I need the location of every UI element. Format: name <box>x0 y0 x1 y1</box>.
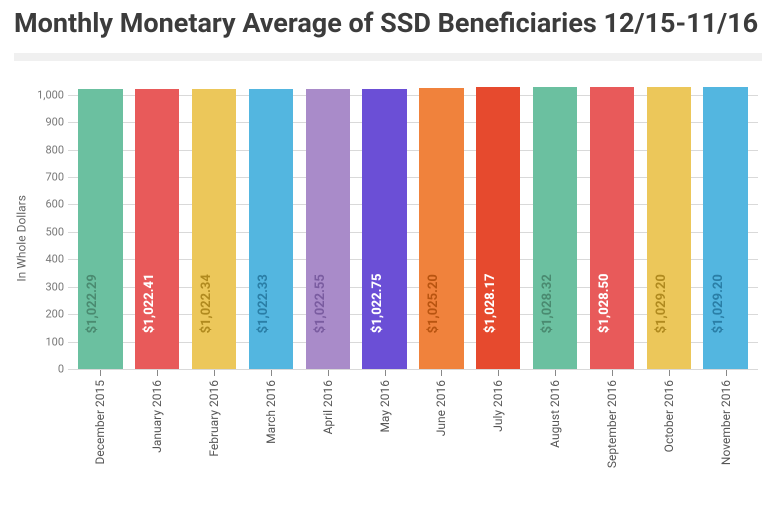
y-tick-label: 300 <box>24 280 64 293</box>
bar-slot: $1,028.17 <box>470 81 527 369</box>
bar-slot: $1,029.20 <box>697 81 754 369</box>
bar: $1,022.29 <box>78 89 122 369</box>
x-tick-mark <box>385 370 386 376</box>
y-tick-label: 900 <box>24 116 64 129</box>
bar-value-label: $1,028.17 <box>483 274 498 334</box>
bar-value-label: $1,022.33 <box>256 274 271 333</box>
x-tick-mark <box>612 370 613 376</box>
x-tick-label: February 2016 <box>207 380 221 457</box>
x-tick-mark <box>328 370 329 376</box>
y-tick-label: 800 <box>24 143 64 156</box>
bar-value-label: $1,022.29 <box>85 274 100 333</box>
x-label-slot: February 2016 <box>186 370 243 450</box>
bar: $1,029.20 <box>703 87 747 369</box>
y-tick-label: 400 <box>24 253 64 266</box>
y-tick-label: 700 <box>24 171 64 184</box>
bar: $1,028.17 <box>476 87 520 369</box>
x-tick-mark <box>157 370 158 376</box>
bar: $1,025.20 <box>419 88 463 369</box>
plot-area: 01002003004005006007008009001,000 $1,022… <box>68 81 758 369</box>
x-tick-mark <box>498 370 499 376</box>
x-tick-label: May 2016 <box>378 380 392 433</box>
bar-value-label: $1,022.55 <box>313 274 328 333</box>
bar-slot: $1,028.50 <box>583 81 640 369</box>
x-label-slot: July 2016 <box>470 370 527 450</box>
bar: $1,022.33 <box>249 89 293 369</box>
x-label-slot: August 2016 <box>527 370 584 450</box>
x-tick-label: July 2016 <box>491 380 505 432</box>
x-tick-label: December 2015 <box>93 380 107 465</box>
bar-value-label: $1,028.50 <box>597 274 612 334</box>
x-label-slot: June 2016 <box>413 370 470 450</box>
x-label-slot: September 2016 <box>583 370 640 450</box>
bars-container: $1,022.29 $1,022.41 $1,022.34 $1,022.33 $1,0… <box>68 81 758 369</box>
x-label-slot: April 2016 <box>299 370 356 450</box>
bar: $1,028.32 <box>533 87 577 369</box>
x-tick-label: June 2016 <box>434 380 448 436</box>
x-axis-labels: December 2015 January 2016 February 2016 Ma… <box>68 370 758 450</box>
x-tick-mark <box>214 370 215 376</box>
x-tick-label: September 2016 <box>605 380 619 468</box>
x-tick-label: March 2016 <box>264 380 278 444</box>
bar-value-label: $1,022.75 <box>370 274 385 334</box>
x-tick-mark <box>555 370 556 376</box>
x-label-slot: October 2016 <box>640 370 697 450</box>
y-tick-label: 500 <box>24 225 64 238</box>
chart-title: Monthly Monetary Average of SSD Benefici… <box>0 0 776 53</box>
bar: $1,022.34 <box>192 89 236 369</box>
y-tick-label: 100 <box>24 335 64 348</box>
bar-slot: $1,022.75 <box>356 81 413 369</box>
bar-value-label: $1,022.41 <box>142 274 157 334</box>
bar-slot: $1,029.20 <box>640 81 697 369</box>
bar-slot: $1,022.55 <box>299 81 356 369</box>
x-tick-label: January 2016 <box>150 380 164 453</box>
bar-slot: $1,022.29 <box>72 81 129 369</box>
x-tick-label: November 2016 <box>719 380 733 465</box>
x-tick-mark <box>441 370 442 376</box>
bar: $1,022.55 <box>306 89 350 369</box>
x-tick-mark <box>669 370 670 376</box>
y-tick-label: 0 <box>24 363 64 376</box>
x-label-slot: May 2016 <box>356 370 413 450</box>
bar: $1,029.20 <box>647 87 691 369</box>
y-tick-label: 1,000 <box>24 88 64 101</box>
x-tick-mark <box>271 370 272 376</box>
bar-slot: $1,022.34 <box>186 81 243 369</box>
y-tick-label: 200 <box>24 308 64 321</box>
bar: $1,028.50 <box>590 87 634 369</box>
bar-slot: $1,022.41 <box>129 81 186 369</box>
bar-value-label: $1,025.20 <box>426 274 441 333</box>
title-rule <box>14 53 762 61</box>
bar-value-label: $1,022.34 <box>199 274 214 333</box>
chart-area: In Whole Dollars 01002003004005006007008… <box>0 81 776 450</box>
bar-slot: $1,022.33 <box>242 81 299 369</box>
y-tick-label: 600 <box>24 198 64 211</box>
x-tick-label: October 2016 <box>662 380 676 452</box>
x-tick-mark <box>726 370 727 376</box>
x-tick-mark <box>100 370 101 376</box>
bar: $1,022.75 <box>362 89 406 370</box>
bar: $1,022.41 <box>135 89 179 369</box>
x-label-slot: January 2016 <box>129 370 186 450</box>
x-label-slot: November 2016 <box>697 370 754 450</box>
x-tick-label: April 2016 <box>321 380 335 434</box>
bar-value-label: $1,029.20 <box>711 274 726 333</box>
x-label-slot: March 2016 <box>242 370 299 450</box>
bar-slot: $1,025.20 <box>413 81 470 369</box>
bar-value-label: $1,028.32 <box>540 274 555 333</box>
x-label-slot: December 2015 <box>72 370 129 450</box>
bar-slot: $1,028.32 <box>527 81 584 369</box>
bar-value-label: $1,029.20 <box>654 274 669 333</box>
x-tick-label: August 2016 <box>548 380 562 448</box>
